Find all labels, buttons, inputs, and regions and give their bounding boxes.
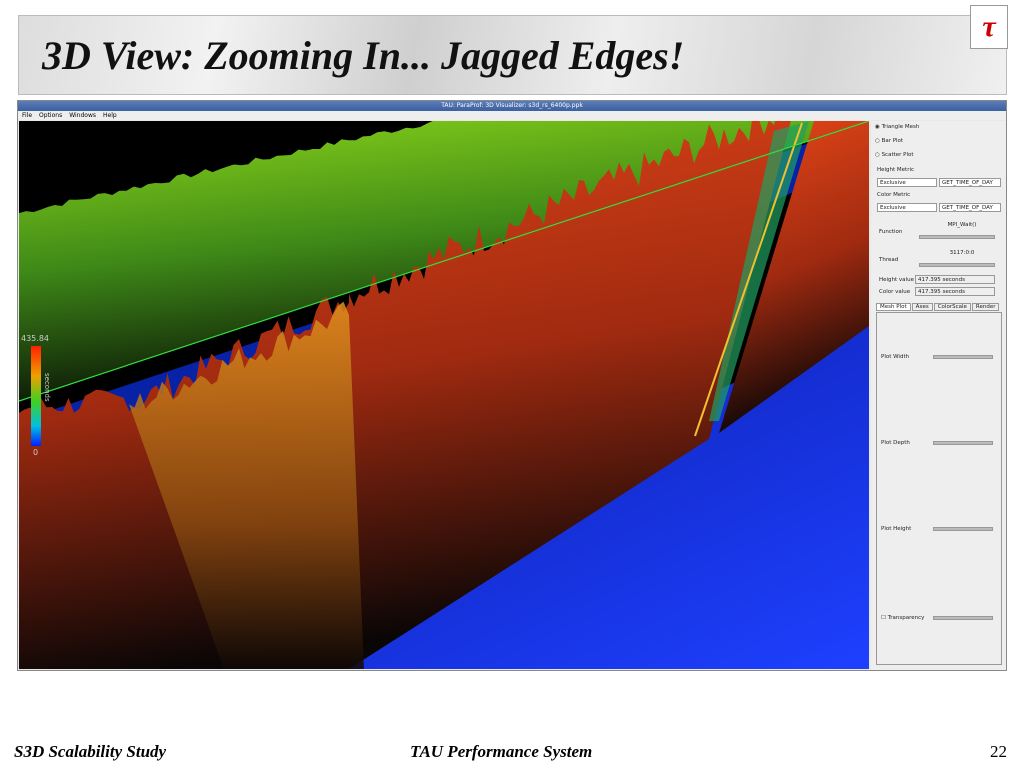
field-value: 3117:0:0 (949, 250, 975, 256)
green-edge (19, 121, 869, 402)
slider-label: Plot Height (881, 526, 912, 532)
menu-item[interactable]: Help (103, 112, 117, 119)
title-band (18, 15, 1007, 95)
slider[interactable] (933, 527, 993, 531)
page-number: 22 (990, 742, 1007, 761)
color-scale (31, 346, 41, 446)
checkbox-label: Transparency (887, 615, 925, 621)
radio-label: Scatter Plot (881, 152, 914, 158)
visualizer-window: TAU: ParaProf: 3D Visualizer: s3d_rs_640… (17, 100, 1007, 671)
field-label: Color value (879, 289, 911, 295)
field-label: Height value (879, 277, 914, 283)
slider[interactable] (933, 616, 993, 620)
checkbox[interactable]: ☐ Transparency (881, 615, 925, 621)
field-label: Function (879, 229, 903, 235)
window-title: TAU: ParaProf: 3D Visualizer: s3d_rs_640… (18, 101, 1006, 111)
red-slab (719, 121, 869, 433)
slider-label: Plot Depth (881, 440, 910, 446)
yellow-edge (694, 122, 803, 437)
radio-label: Triangle Mesh (881, 124, 920, 130)
section-label: Color Metric (877, 192, 911, 198)
slider[interactable] (919, 263, 995, 267)
tab[interactable]: ColorScale (933, 303, 971, 311)
tab[interactable]: Mesh Plot (876, 303, 911, 311)
dropdown[interactable]: Exclusive (877, 178, 937, 187)
scale-unit: seconds (43, 373, 51, 402)
menu-bar: File Options Windows Help (18, 111, 1006, 120)
scale-max: 435.84 (21, 334, 49, 343)
logo: τ (970, 5, 1008, 49)
dropdown[interactable]: Exclusive (877, 203, 937, 212)
footer-center: TAU Performance System (410, 742, 593, 761)
scale-min: 0 (33, 448, 38, 457)
dropdown[interactable]: GET_TIME_OF_DAY (939, 178, 1001, 187)
field-value: 417.395 seconds (915, 275, 995, 284)
orange-wall (129, 301, 364, 669)
field-label: Thread (879, 257, 899, 263)
radio-label: Bar Plot (881, 138, 904, 144)
menu-item[interactable]: Options (39, 112, 63, 119)
green-strip (709, 121, 809, 421)
tab-content (876, 312, 1002, 665)
tab[interactable]: Axes (911, 303, 933, 311)
slider-label: Plot Width (881, 354, 910, 360)
field-value: MPI_Wait() (947, 222, 977, 228)
control-panel: ◉ Triangle Mesh ○ Bar Plot ○ Scatter Plo… (871, 121, 1006, 670)
tab-bar: Mesh Plot Axes ColorScale Render (876, 303, 1002, 311)
footer-left: S3D Scalability Study (14, 742, 167, 761)
3d-view[interactable]: 435.84 0 seconds (19, 121, 869, 669)
radio-option[interactable]: ◉ Triangle Mesh (875, 124, 920, 130)
menu-item[interactable]: File (22, 112, 33, 119)
radio-option[interactable]: ○ Scatter Plot (875, 152, 914, 158)
slider[interactable] (933, 441, 993, 445)
slide-title: 3D View: Zooming In... Jagged Edges! (42, 33, 685, 78)
menu-item[interactable]: Windows (69, 112, 96, 119)
slider[interactable] (933, 355, 993, 359)
dropdown[interactable]: GET_TIME_OF_DAY (939, 203, 1001, 212)
field-value: 417.395 seconds (915, 287, 995, 296)
slider[interactable] (919, 235, 995, 239)
section-label: Height Metric (877, 167, 915, 173)
tab[interactable]: Render (971, 303, 1000, 311)
radio-option[interactable]: ○ Bar Plot (875, 138, 904, 144)
